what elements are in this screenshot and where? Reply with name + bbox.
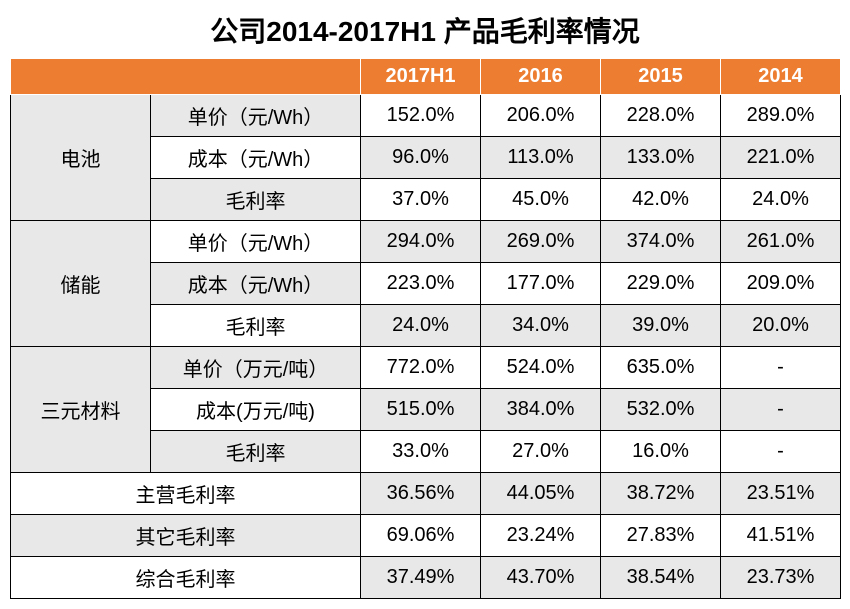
header-row: 2017H1 2016 2015 2014	[11, 59, 841, 95]
summary-metric-cell: 主营毛利率	[11, 473, 361, 515]
value-cell: 24.0%	[361, 305, 481, 347]
value-cell: 228.0%	[601, 95, 721, 137]
header-2017h1: 2017H1	[361, 59, 481, 95]
header-2016: 2016	[481, 59, 601, 95]
metric-cell: 毛利率	[151, 431, 361, 473]
value-cell: 41.51%	[721, 515, 841, 557]
value-cell: 532.0%	[601, 389, 721, 431]
value-cell: -	[721, 389, 841, 431]
value-cell: 772.0%	[361, 347, 481, 389]
value-cell: 36.56%	[361, 473, 481, 515]
metric-cell: 成本（元/Wh）	[151, 137, 361, 179]
summary-row: 主营毛利率36.56%44.05%38.72%23.51%	[11, 473, 841, 515]
value-cell: 20.0%	[721, 305, 841, 347]
value-cell: 524.0%	[481, 347, 601, 389]
category-cell: 电池	[11, 95, 151, 221]
value-cell: 45.0%	[481, 179, 601, 221]
value-cell: 23.51%	[721, 473, 841, 515]
value-cell: 269.0%	[481, 221, 601, 263]
table-title: 公司2014-2017H1 产品毛利率情况	[10, 10, 840, 50]
value-cell: 374.0%	[601, 221, 721, 263]
value-cell: 33.0%	[361, 431, 481, 473]
value-cell: 229.0%	[601, 263, 721, 305]
value-cell: -	[721, 347, 841, 389]
metric-cell: 单价（元/Wh）	[151, 95, 361, 137]
value-cell: 44.05%	[481, 473, 601, 515]
value-cell: 38.72%	[601, 473, 721, 515]
summary-metric-cell: 综合毛利率	[11, 557, 361, 599]
value-cell: -	[721, 431, 841, 473]
value-cell: 113.0%	[481, 137, 601, 179]
value-cell: 223.0%	[361, 263, 481, 305]
metric-cell: 毛利率	[151, 305, 361, 347]
value-cell: 34.0%	[481, 305, 601, 347]
value-cell: 37.49%	[361, 557, 481, 599]
value-cell: 221.0%	[721, 137, 841, 179]
metric-cell: 单价（元/Wh）	[151, 221, 361, 263]
metric-cell: 成本（元/Wh）	[151, 263, 361, 305]
table-row: 储能单价（元/Wh）294.0%269.0%374.0%261.0%	[11, 221, 841, 263]
value-cell: 23.73%	[721, 557, 841, 599]
value-cell: 177.0%	[481, 263, 601, 305]
value-cell: 39.0%	[601, 305, 721, 347]
value-cell: 42.0%	[601, 179, 721, 221]
value-cell: 69.06%	[361, 515, 481, 557]
value-cell: 27.0%	[481, 431, 601, 473]
value-cell: 24.0%	[721, 179, 841, 221]
value-cell: 515.0%	[361, 389, 481, 431]
value-cell: 37.0%	[361, 179, 481, 221]
value-cell: 133.0%	[601, 137, 721, 179]
header-2014: 2014	[721, 59, 841, 95]
value-cell: 152.0%	[361, 95, 481, 137]
value-cell: 261.0%	[721, 221, 841, 263]
value-cell: 294.0%	[361, 221, 481, 263]
header-blank	[11, 59, 361, 95]
value-cell: 206.0%	[481, 95, 601, 137]
value-cell: 27.83%	[601, 515, 721, 557]
summary-row: 综合毛利率37.49%43.70%38.54%23.73%	[11, 557, 841, 599]
value-cell: 209.0%	[721, 263, 841, 305]
gross-margin-table: 2017H1 2016 2015 2014 电池单价（元/Wh）152.0%20…	[10, 58, 841, 599]
value-cell: 384.0%	[481, 389, 601, 431]
value-cell: 43.70%	[481, 557, 601, 599]
table-row: 电池单价（元/Wh）152.0%206.0%228.0%289.0%	[11, 95, 841, 137]
value-cell: 38.54%	[601, 557, 721, 599]
header-2015: 2015	[601, 59, 721, 95]
value-cell: 16.0%	[601, 431, 721, 473]
category-cell: 三元材料	[11, 347, 151, 473]
table-row: 三元材料单价（万元/吨）772.0%524.0%635.0%-	[11, 347, 841, 389]
value-cell: 289.0%	[721, 95, 841, 137]
summary-row: 其它毛利率69.06%23.24%27.83%41.51%	[11, 515, 841, 557]
metric-cell: 成本(万元/吨)	[151, 389, 361, 431]
value-cell: 635.0%	[601, 347, 721, 389]
value-cell: 23.24%	[481, 515, 601, 557]
summary-metric-cell: 其它毛利率	[11, 515, 361, 557]
category-cell: 储能	[11, 221, 151, 347]
value-cell: 96.0%	[361, 137, 481, 179]
metric-cell: 单价（万元/吨）	[151, 347, 361, 389]
metric-cell: 毛利率	[151, 179, 361, 221]
